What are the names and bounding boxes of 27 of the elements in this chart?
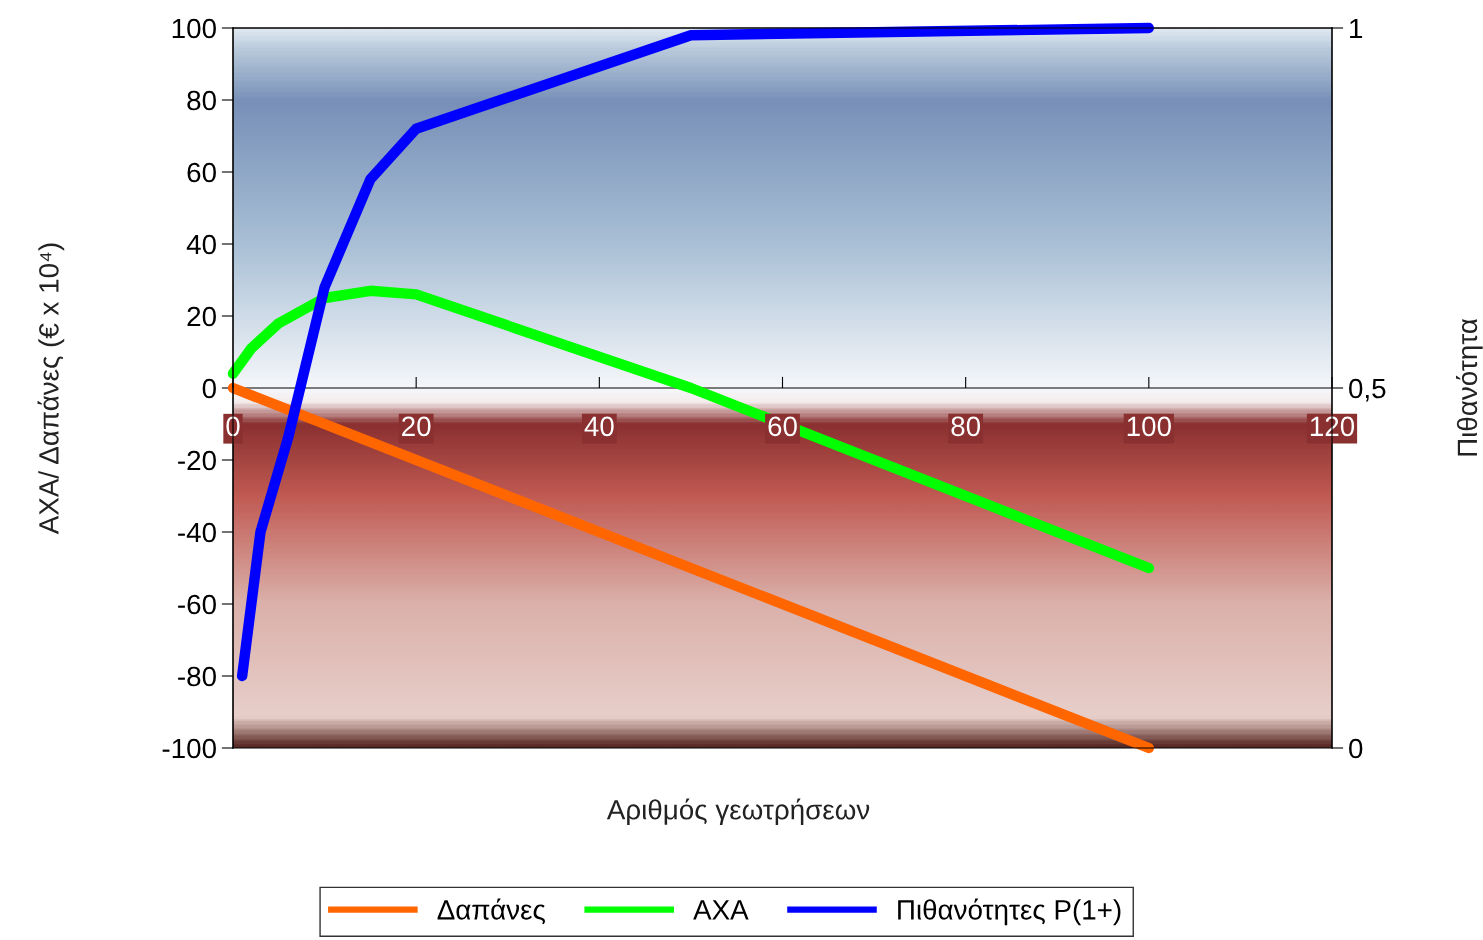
- x-tick-label: 100: [1127, 416, 1171, 437]
- y-tick-label: -40: [178, 522, 216, 543]
- y-tick-label: -100: [162, 738, 216, 759]
- y-tick-label: -20: [178, 450, 216, 471]
- x-tick-label: 20: [402, 416, 431, 437]
- y-tick-label: -80: [178, 666, 216, 687]
- y-tick-label: 0: [202, 378, 216, 399]
- y2-tick-label: 0,5: [1349, 378, 1386, 402]
- y2-tick-label: 0: [1349, 738, 1363, 759]
- y-tick-label: 40: [186, 234, 216, 255]
- x-tick-label: 40: [584, 416, 614, 437]
- y-tick-label: -60: [178, 594, 216, 615]
- y-tick-label: 80: [187, 90, 216, 111]
- legend-label: ΑΧΑ: [693, 900, 749, 920]
- legend-label: Πιθανότητες P(1+): [898, 898, 1121, 926]
- x-tick-label: 0: [226, 416, 240, 437]
- y-tick-label: 20: [187, 306, 216, 327]
- legend-label: Δαπάνες: [437, 898, 545, 925]
- y2-tick-label: 1: [1350, 18, 1363, 39]
- y-tick-label: 60: [187, 162, 216, 183]
- y-axis-title: ΑΧΑ/ Δαπάνες (€ x 10⁴): [37, 243, 65, 535]
- x-axis-title: Αριθμός γεωτρήσεων: [606, 798, 870, 826]
- x-tick-label: 60: [768, 416, 797, 437]
- y2-axis-title: Πιθανότητα: [1456, 318, 1483, 456]
- x-tick-label: 120: [1310, 416, 1355, 437]
- x-tick-label: 80: [951, 416, 981, 437]
- y-tick-label: 100: [172, 18, 216, 39]
